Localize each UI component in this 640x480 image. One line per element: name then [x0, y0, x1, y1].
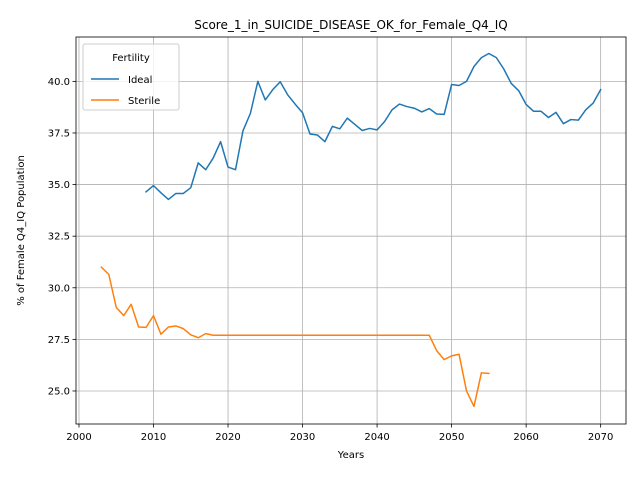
legend-label-ideal: Ideal	[128, 75, 152, 86]
x-axis-label: Years	[337, 450, 364, 461]
x-tick-label: 2020	[215, 432, 240, 443]
y-tick-label: 25.0	[48, 386, 70, 397]
y-tick-label: 40.0	[48, 77, 70, 88]
y-tick-label: 35.0	[48, 180, 70, 191]
x-tick-label: 2070	[588, 432, 613, 443]
chart-title: Score_1_in_SUICIDE_DISEASE_OK_for_Female…	[194, 18, 508, 32]
y-tick-label: 27.5	[48, 335, 70, 346]
series-lines	[100, 52, 602, 408]
y-tick-label: 32.5	[48, 232, 70, 243]
axes-frame	[75, 36, 627, 425]
x-tick-label: 2010	[141, 432, 166, 443]
legend-box	[82, 43, 180, 111]
legend-label-sterile: Sterile	[128, 96, 160, 107]
legend-items: Ideal Sterile	[91, 75, 160, 107]
y-tick-label: 37.5	[48, 128, 70, 139]
y-tick-label: 30.0	[48, 283, 70, 294]
x-tick-label: 2050	[439, 432, 464, 443]
x-tick-label: 2060	[513, 432, 538, 443]
x-tick-label: 2040	[364, 432, 389, 443]
x-tick-label: 2030	[290, 432, 315, 443]
grid	[76, 37, 626, 424]
legend-title: Fertility	[112, 53, 150, 64]
series-line-ideal	[144, 52, 602, 201]
legend: Fertility Ideal Sterile	[82, 43, 180, 111]
y-axis-label: % of Female Q4_IQ Population	[16, 155, 27, 306]
axis-ticks: 2000 2010 2020 2030 2040 2050 2060 2070 25.0 27.5…	[48, 77, 614, 443]
x-tick-label: 2000	[66, 432, 91, 443]
series-line-sterile	[100, 266, 490, 408]
